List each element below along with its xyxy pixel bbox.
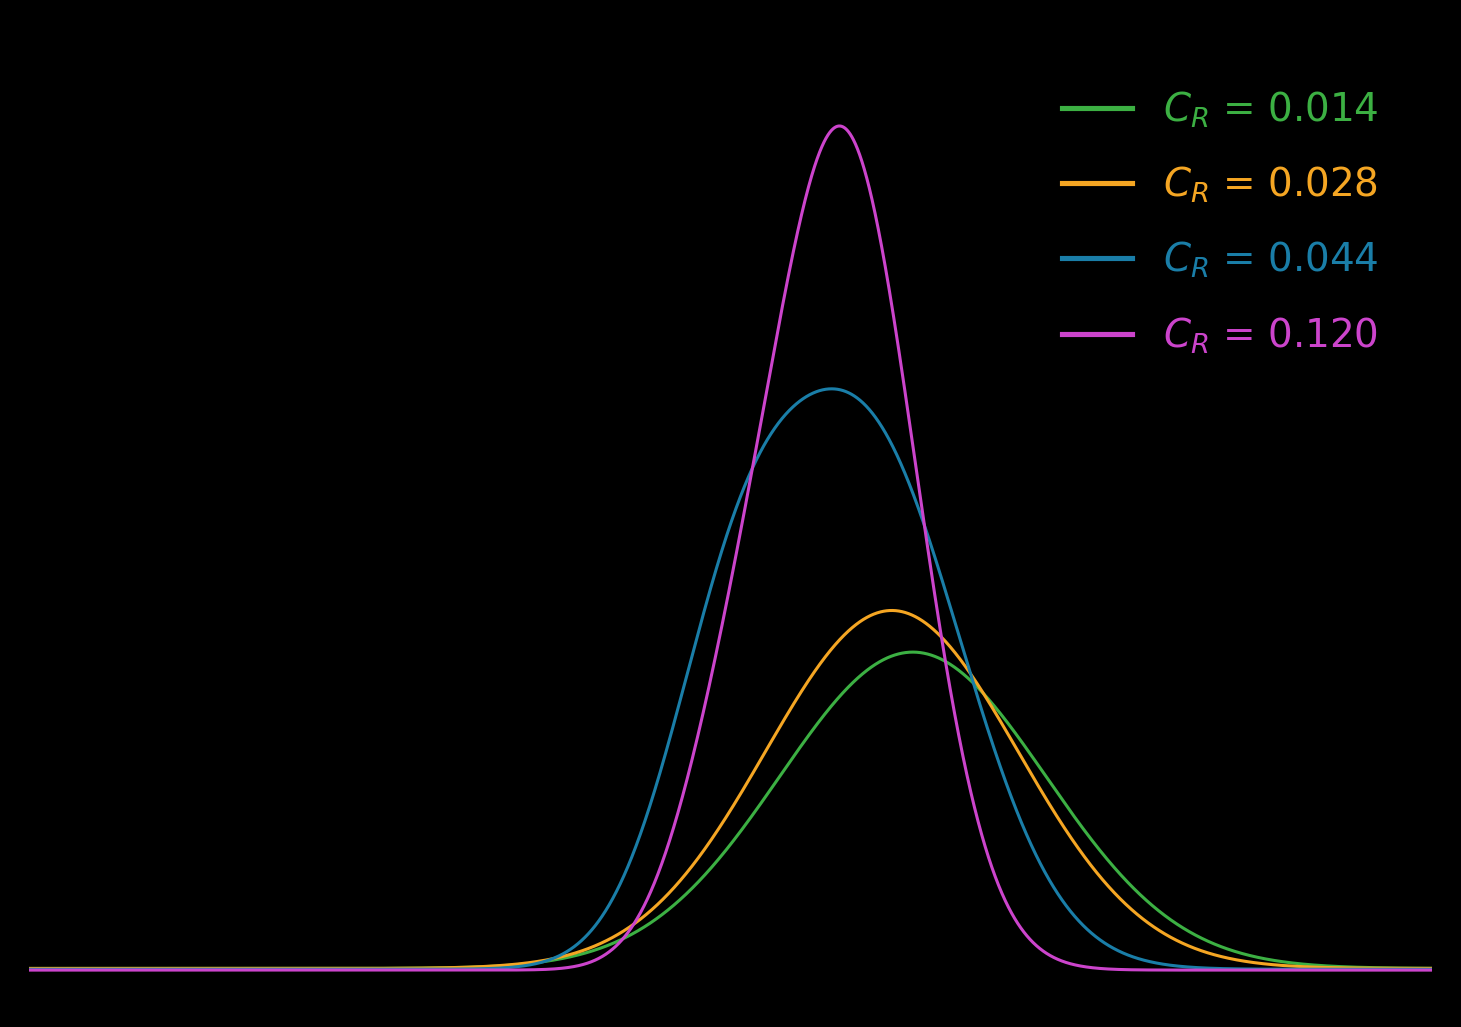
Legend: $C_R$ = 0.014, $C_R$ = 0.028, $C_R$ = 0.044, $C_R$ = 0.120: $C_R$ = 0.014, $C_R$ = 0.028, $C_R$ = 0.… [1043, 70, 1398, 375]
